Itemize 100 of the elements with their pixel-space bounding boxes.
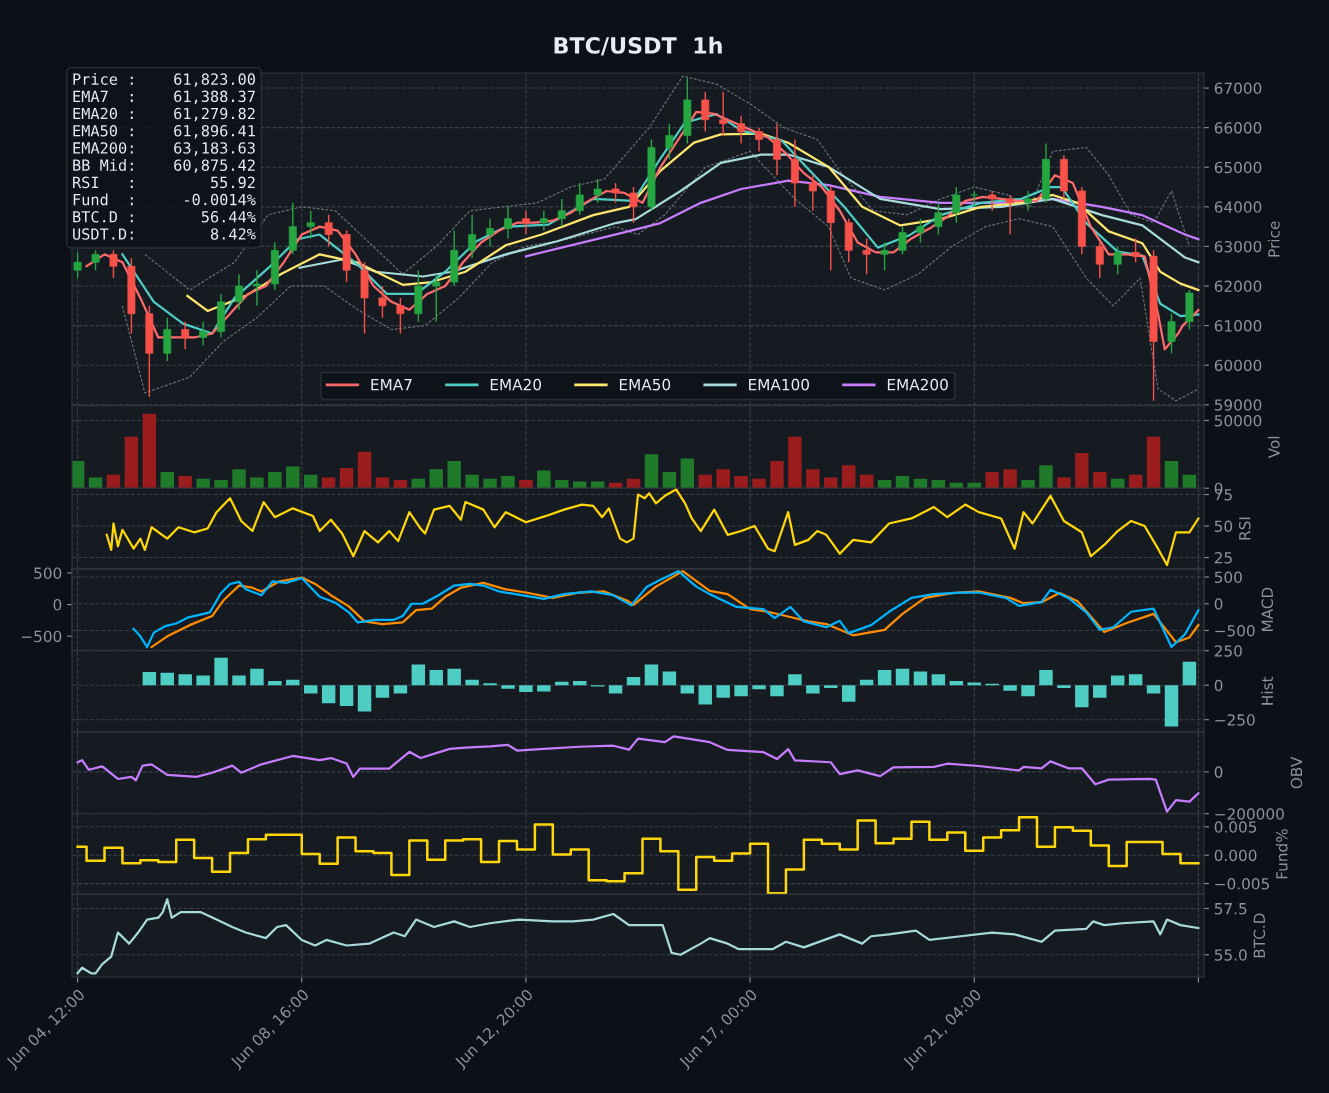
bar	[465, 679, 479, 686]
candlestick	[1167, 313, 1176, 355]
y-tick-label: 250	[1214, 645, 1242, 657]
candlestick	[324, 214, 333, 248]
bar	[411, 478, 426, 489]
candlestick	[575, 182, 584, 216]
y-tick-label: 64000	[1214, 201, 1262, 213]
bar	[626, 478, 641, 489]
bar	[232, 469, 246, 489]
bar	[913, 478, 928, 489]
bar	[985, 471, 999, 489]
y-tick-label: 25	[1214, 551, 1232, 564]
bar	[1164, 461, 1179, 489]
candlestick	[701, 91, 710, 133]
bar	[304, 474, 318, 489]
bar	[1093, 471, 1107, 489]
candlestick	[557, 198, 566, 228]
candlestick	[773, 122, 781, 176]
bar	[895, 668, 910, 686]
y-tick-label: 60000	[1214, 359, 1262, 372]
y-axis-title: Vol	[1267, 436, 1280, 459]
candlestick	[593, 178, 602, 204]
bar	[1182, 661, 1197, 686]
bar	[716, 685, 730, 698]
candlestick	[1006, 194, 1015, 236]
bar	[339, 685, 354, 706]
annotation: EMA7 : 61,388.37	[73, 90, 255, 105]
candlestick	[737, 115, 746, 145]
bar	[357, 685, 372, 712]
candlestick	[1113, 245, 1122, 275]
bar	[877, 670, 892, 686]
bar	[1128, 674, 1143, 686]
bar	[519, 685, 533, 693]
bar	[447, 668, 461, 686]
bar	[411, 664, 426, 686]
bar	[178, 476, 192, 489]
bar	[1146, 436, 1161, 489]
bar	[716, 469, 730, 489]
y-axis-title: OBV	[1290, 756, 1303, 789]
bar	[1182, 474, 1197, 489]
candlestick	[952, 186, 961, 224]
candlestick	[486, 218, 494, 248]
bar	[590, 481, 605, 489]
bar	[537, 685, 551, 692]
y-tick-label: 55.0	[1214, 949, 1247, 961]
bar	[1146, 685, 1161, 694]
bar	[841, 685, 856, 702]
bar	[429, 670, 443, 686]
bar	[698, 685, 712, 705]
bar	[734, 685, 748, 697]
bar	[160, 471, 174, 489]
bar	[483, 683, 497, 686]
y-tick-label: −500	[1215, 624, 1255, 637]
candlestick	[916, 218, 925, 244]
bar	[608, 685, 623, 694]
bar	[537, 470, 551, 489]
candlestick	[1095, 241, 1104, 279]
candlestick	[539, 210, 548, 232]
y-tick-label: −250	[1215, 714, 1255, 726]
bar	[178, 674, 192, 686]
bar	[519, 480, 533, 489]
bar	[321, 685, 336, 704]
bar	[375, 477, 390, 489]
bar	[572, 681, 587, 686]
bar	[806, 685, 820, 694]
bar	[393, 685, 408, 694]
candlestick	[934, 202, 943, 236]
candlestick	[755, 126, 763, 153]
candlestick	[719, 91, 728, 137]
candlestick	[109, 249, 118, 279]
annotation: BTC.D : 56.44%	[73, 210, 256, 223]
candlestick	[862, 237, 871, 275]
y-axis-title: Fund%	[1275, 829, 1288, 879]
legend-label: EMA100	[749, 378, 809, 391]
bar	[1021, 480, 1035, 489]
bar	[877, 480, 892, 489]
bar	[770, 685, 784, 697]
annotation: RSI : 55.92	[73, 176, 255, 189]
annotation: Price : 61,823.00	[73, 73, 255, 87]
y-tick-label: −200000	[1215, 808, 1284, 820]
bar	[250, 477, 264, 489]
bar	[662, 671, 677, 686]
bar	[214, 480, 228, 489]
bar	[752, 478, 766, 489]
candlestick	[396, 297, 405, 335]
candlestick	[73, 251, 82, 279]
bar	[788, 436, 802, 489]
y-axis-title: Price	[1267, 221, 1280, 257]
bar	[124, 436, 139, 489]
bar	[859, 474, 874, 489]
bar	[644, 664, 659, 686]
y-axis-title: MACD	[1261, 587, 1274, 632]
bar	[752, 685, 766, 690]
y-tick-label: 61000	[1214, 320, 1262, 332]
y-tick-label: 50	[1214, 520, 1233, 533]
bar	[1093, 685, 1107, 698]
y-axis-title: BTC.D	[1253, 913, 1266, 958]
candlestick	[288, 202, 297, 256]
bar	[931, 674, 946, 686]
y-tick-label: 50000	[1214, 414, 1262, 427]
